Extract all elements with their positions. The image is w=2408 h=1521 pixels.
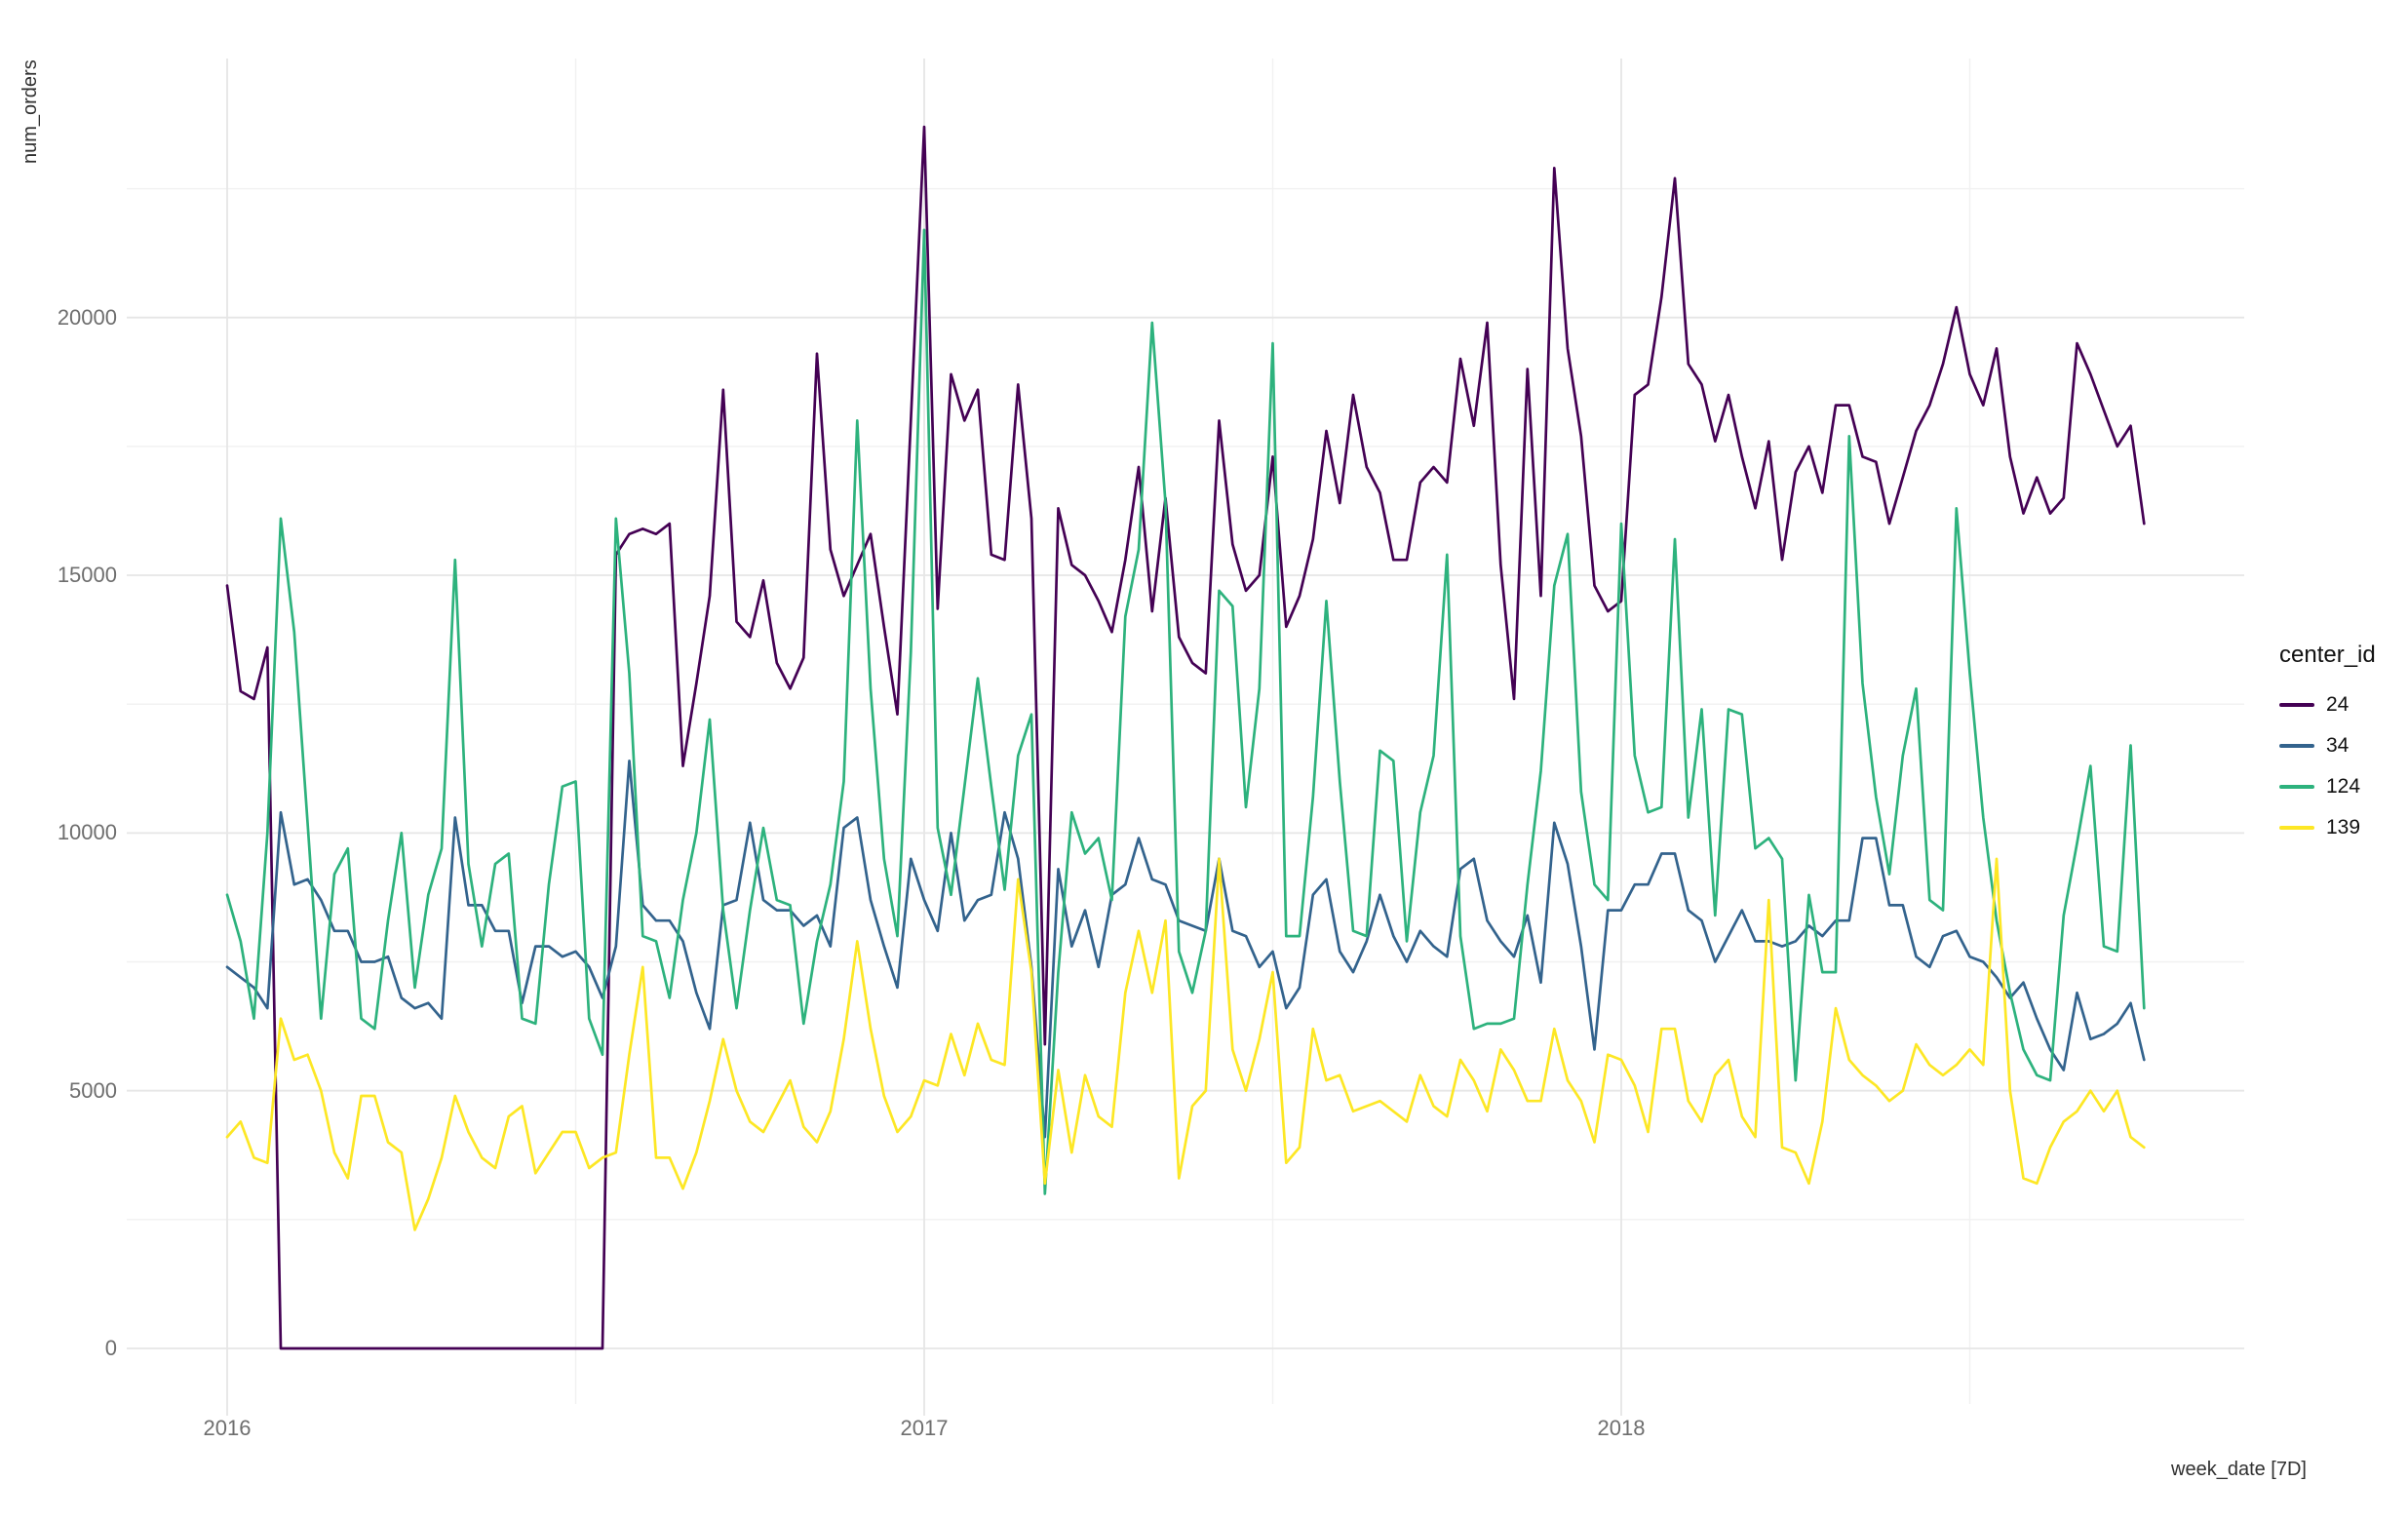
legend-swatch-icon xyxy=(2279,785,2314,789)
legend-item-label: 34 xyxy=(2326,734,2350,757)
y-tick-label: 20000 xyxy=(57,304,117,330)
legend-swatch-icon xyxy=(2279,703,2314,707)
legend-item-124[interactable]: 124 xyxy=(2279,766,2376,807)
x-tick-label: 2016 xyxy=(203,1416,252,1440)
series-line-124[interactable] xyxy=(225,228,2146,1195)
legend-item-34[interactable]: 34 xyxy=(2279,725,2376,766)
x-axis-title: week_date [7D] xyxy=(2171,1459,2307,1480)
y-axis-title: num_orders xyxy=(19,59,41,164)
legend-item-label: 139 xyxy=(2326,816,2361,838)
legend-item-24[interactable]: 24 xyxy=(2279,684,2376,725)
legend-item-139[interactable]: 139 xyxy=(2279,807,2376,848)
y-tick-label: 10000 xyxy=(57,820,117,845)
y-tick-label: 5000 xyxy=(69,1077,117,1103)
y-tick-label: 15000 xyxy=(57,563,117,587)
series-line-34[interactable] xyxy=(225,759,2146,1139)
legend-swatch-icon xyxy=(2279,826,2314,830)
legend: center_id 24 34 124 139 xyxy=(2279,642,2376,848)
y-tick-label: 0 xyxy=(104,1336,117,1360)
x-tick-label: 2018 xyxy=(1597,1416,1646,1440)
legend-item-label: 124 xyxy=(2326,775,2361,798)
legend-title: center_id xyxy=(2279,642,2376,668)
legend-item-label: 24 xyxy=(2326,693,2350,716)
series-line-139[interactable] xyxy=(225,857,2146,1231)
x-tick-label: 2017 xyxy=(900,1416,949,1440)
legend-swatch-icon xyxy=(2279,744,2314,748)
series-line-24[interactable] xyxy=(225,125,2146,1350)
